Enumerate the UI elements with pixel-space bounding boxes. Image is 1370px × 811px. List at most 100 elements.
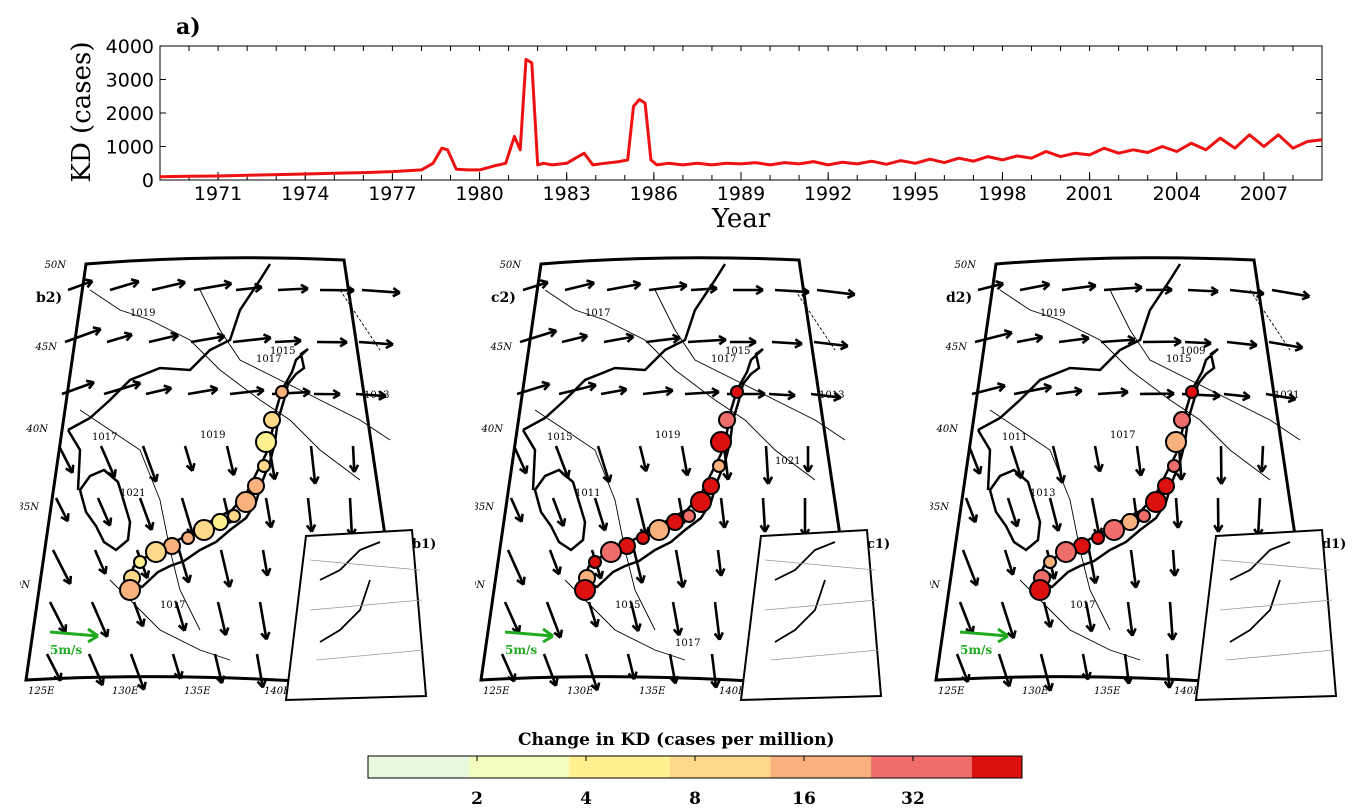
lat-label: 45N <box>35 342 59 353</box>
wind-arrow <box>519 327 558 344</box>
wind-arrow <box>225 445 238 477</box>
wind-arrow <box>1271 288 1311 301</box>
isobar-label: 1021 <box>1274 390 1299 401</box>
wind-arrow <box>690 283 718 295</box>
wind-arrow <box>93 549 108 575</box>
wind-arrow <box>813 340 849 351</box>
wind-arrow <box>361 287 401 298</box>
colorbar-cell <box>368 756 469 778</box>
isobar-label: 1013 <box>1030 488 1055 499</box>
lon-label: 135E <box>1094 686 1121 697</box>
wind-arrow <box>522 279 549 292</box>
wind-arrow <box>554 445 571 479</box>
x-tick-label: 1980 <box>455 183 503 205</box>
wind-arrow <box>1122 653 1134 685</box>
wind-arrow <box>90 601 110 638</box>
kd-site-marker <box>690 491 712 513</box>
wind-arrow <box>190 332 226 344</box>
wind-arrow <box>506 549 526 586</box>
wind-arrow <box>1265 392 1297 404</box>
kd-site-marker <box>133 555 147 569</box>
wind-arrow <box>509 497 524 523</box>
wind-arrow <box>802 445 814 473</box>
wind-arrow <box>1003 549 1017 576</box>
wind-arrow <box>674 549 687 589</box>
lon-label: 140E <box>719 686 746 697</box>
wind-arrow <box>545 601 564 639</box>
wind-arrow <box>61 379 95 396</box>
wind-arrow <box>587 601 600 628</box>
wind-arrow <box>1093 445 1104 473</box>
wind-arrow <box>187 384 219 396</box>
isobar <box>79 409 201 631</box>
wind-arrow <box>1256 445 1268 473</box>
wind-arrow <box>177 549 192 584</box>
wind-arrow <box>309 445 320 485</box>
wind-arrow <box>1055 386 1083 397</box>
kd-site-marker <box>1173 411 1191 429</box>
inset-map <box>284 528 428 702</box>
lon-label: 130E <box>567 686 594 697</box>
reference-arrow-label: 5m/s <box>50 643 82 657</box>
wind-arrow <box>132 601 146 628</box>
wind-arrow <box>213 653 226 685</box>
wind-arrow <box>261 549 272 577</box>
wind-arrow <box>648 280 688 292</box>
lat-label: 40N <box>26 424 50 435</box>
lat-label: 50N <box>500 260 523 271</box>
wind-arrow <box>358 338 394 350</box>
wind-arrow <box>1061 281 1097 292</box>
kd-site-marker <box>193 519 215 541</box>
wind-arrow <box>145 384 173 396</box>
wind-arrow <box>57 445 75 474</box>
kd-site-marker <box>211 513 229 531</box>
wind-arrow <box>1000 601 1017 640</box>
kd-site-marker <box>1157 477 1175 495</box>
x-tick-label: 2001 <box>1065 183 1113 205</box>
wind-arrow <box>1187 285 1219 297</box>
kd-site-marker <box>227 509 241 523</box>
wind-arrow <box>232 333 272 344</box>
x-tick-label: 1983 <box>543 183 591 205</box>
colorbar-cell <box>669 756 771 778</box>
colorbar-title: Change in KD (cases per million) <box>518 730 835 750</box>
wind-arrow <box>1134 445 1146 477</box>
isobar <box>199 289 391 441</box>
inset-panel-tag: c1) <box>867 537 890 552</box>
wind-arrow <box>151 278 187 292</box>
wind-arrow <box>174 601 188 632</box>
wind-arrow <box>1051 445 1066 484</box>
wind-arrow <box>596 445 613 484</box>
map-panel: 50N45N40N35N30N125E130E135E140E101710151… <box>475 250 895 710</box>
inset-panel-tag: d1) <box>1322 537 1346 552</box>
coastline <box>976 263 1182 491</box>
wind-arrow <box>99 445 117 479</box>
isobar-label: 1017 <box>256 354 281 365</box>
wind-arrow <box>730 336 757 348</box>
isobar-label: 1019 <box>655 430 680 441</box>
wind-arrow <box>1042 601 1054 629</box>
lat-label: 30N <box>20 580 31 591</box>
isobar-label: 1021 <box>120 488 145 499</box>
wind-arrow <box>183 445 196 472</box>
map-panel-tag: c2) <box>491 290 516 306</box>
isobar-label: 1011 <box>575 488 600 499</box>
x-tick-label: 1989 <box>717 183 765 205</box>
wind-arrow <box>713 601 725 641</box>
wind-arrow <box>516 380 551 396</box>
wind-arrow <box>1013 382 1053 396</box>
isobar-label: 1019 <box>1040 308 1065 319</box>
isobar-label: 1017 <box>675 638 700 649</box>
isobar-label: 1021 <box>775 456 800 467</box>
wind-arrow <box>759 497 770 533</box>
wind-arrow <box>542 653 559 687</box>
lat-label: 45N <box>945 342 969 353</box>
lat-label: 40N <box>936 424 960 435</box>
kd-site-marker <box>181 531 195 545</box>
wind-arrow <box>1103 282 1143 293</box>
wind-arrow <box>48 601 68 634</box>
reference-arrow-label: 5m/s <box>960 643 992 657</box>
wind-arrow <box>642 385 674 397</box>
isobar <box>89 289 361 481</box>
wind-arrow <box>626 653 638 681</box>
